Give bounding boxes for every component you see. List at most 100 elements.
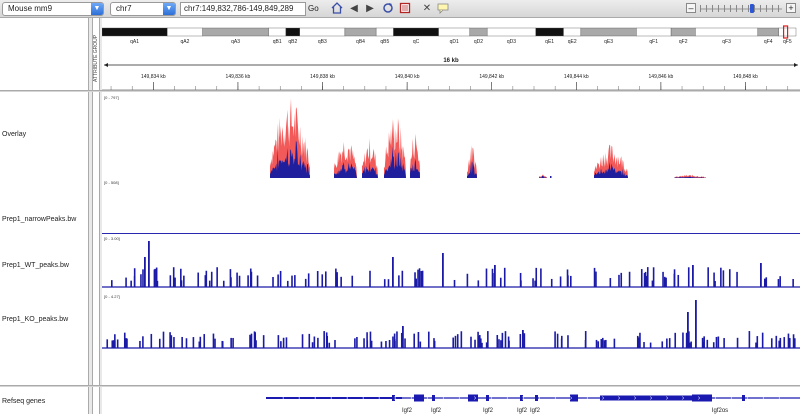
genome-dropdown[interactable]: Mouse mm9 ▼ bbox=[2, 2, 104, 16]
region-of-interest-icon[interactable] bbox=[398, 2, 412, 16]
ko-peaks-track-peak bbox=[638, 337, 640, 348]
ko-peaks-track-peak bbox=[661, 341, 664, 348]
refresh-icon[interactable] bbox=[381, 2, 395, 16]
ko-peaks-track-peak bbox=[556, 333, 559, 348]
wt-peaks-track-peak bbox=[779, 276, 781, 287]
wt-peaks-track-peak bbox=[644, 271, 647, 287]
wt-peaks-track-peak bbox=[595, 271, 597, 287]
zoom-slider-thumb[interactable] bbox=[750, 4, 754, 13]
locus-input[interactable]: chr7:149,832,786-149,849,289 bbox=[180, 2, 306, 16]
wt-peaks-track-peak bbox=[532, 278, 534, 287]
overlay-signal-blue bbox=[384, 146, 406, 178]
ko-peaks-track-peak bbox=[413, 333, 416, 348]
ko-peaks-track-peak bbox=[221, 340, 224, 348]
ko-peaks-track-peak bbox=[794, 338, 796, 348]
gene-strand-arrow bbox=[649, 396, 653, 400]
wt-peaks-track-peak bbox=[291, 275, 293, 287]
ko-peaks-track-peak bbox=[783, 337, 786, 348]
ko-peaks-track-peak bbox=[282, 337, 285, 348]
ko-peaks-track-peak bbox=[370, 340, 373, 348]
ko-peaks-track-peak bbox=[311, 342, 314, 348]
go-button[interactable]: Go bbox=[308, 4, 319, 13]
ko-peaks-track-peak bbox=[402, 326, 404, 348]
ko-peaks-track-peak bbox=[668, 338, 671, 348]
wt-peaks-track-peak bbox=[307, 273, 310, 287]
wt-peaks-track-peak bbox=[665, 277, 667, 287]
zoom-in-button[interactable]: + bbox=[786, 3, 796, 13]
ko-peaks-track-peak bbox=[460, 331, 463, 348]
data-panel: qA1 qA2 qA3 qB1 qB2 qB3 qB4 qB5 qC qD1 qD2 qD3 qE1 qE… bbox=[101, 18, 800, 414]
ko-peaks-track-peak bbox=[584, 331, 587, 348]
wt-peaks-track-peak bbox=[340, 276, 342, 287]
gene-strand-arrow bbox=[281, 396, 285, 400]
ideogram-band-label: qB4 bbox=[356, 39, 365, 45]
gene-strand-arrow bbox=[537, 396, 541, 400]
ko-peaks-track-peak bbox=[605, 339, 607, 348]
ko-peaks-track-peak bbox=[363, 338, 365, 348]
ko-peaks-track-peak bbox=[404, 338, 406, 348]
ko-peaks-track-peak bbox=[433, 340, 436, 348]
ideogram-band bbox=[757, 27, 779, 37]
ko-peaks-track-peak bbox=[770, 338, 773, 348]
gene-exon bbox=[535, 395, 538, 401]
ko-peaks-track-peak bbox=[192, 337, 195, 348]
ko-peaks-track-peak bbox=[703, 336, 705, 348]
chevron-down-icon: ▼ bbox=[91, 3, 103, 15]
wt-peaks-track-peak bbox=[692, 265, 694, 287]
chevron-down-icon: ▼ bbox=[163, 3, 175, 15]
back-arrow-icon[interactable]: ◀ bbox=[350, 3, 358, 14]
gene-exon bbox=[692, 394, 712, 402]
ideogram-band bbox=[268, 27, 287, 37]
ideogram-band bbox=[375, 27, 394, 37]
ideogram-band bbox=[563, 27, 582, 37]
chromosome-dropdown[interactable]: chr7 ▼ bbox=[110, 2, 176, 16]
track-name-wt-peaks[interactable]: Prep1_WT_peaks.bw bbox=[2, 262, 69, 269]
wt-peaks-track-peak bbox=[765, 277, 768, 287]
gene-exon bbox=[414, 394, 424, 402]
ko-peaks-track-peak bbox=[639, 332, 641, 348]
popup-text-icon[interactable] bbox=[436, 2, 450, 16]
home-icon[interactable] bbox=[330, 2, 344, 16]
wt-peaks-track-peak bbox=[401, 270, 404, 287]
ko-peaks-track-peak bbox=[280, 341, 282, 348]
wt-peaks-track-peak bbox=[238, 275, 241, 287]
wt-peaks-data-range: [0 - 3.00] bbox=[104, 236, 120, 241]
forward-arrow-icon[interactable]: ▶ bbox=[366, 3, 374, 14]
wt-peaks-track-peak bbox=[125, 277, 127, 287]
resize-icon[interactable]: ✕ bbox=[422, 3, 432, 14]
wt-peaks-track-peak bbox=[387, 279, 390, 287]
wt-peaks-track-peak bbox=[792, 279, 794, 287]
wt-peaks-track-peak bbox=[279, 270, 282, 287]
ko-peaks-track-peak bbox=[323, 331, 325, 348]
ko-peaks-track-peak bbox=[388, 339, 391, 348]
ko-peaks-track-peak bbox=[504, 331, 507, 348]
ko-peaks-track-peak bbox=[317, 337, 319, 348]
ruler-tick-label: 149,844 kb bbox=[564, 74, 589, 80]
track-name-ko-peaks[interactable]: Prep1_KO_peaks.bw bbox=[2, 316, 69, 323]
ko-peaks-track-peak bbox=[170, 335, 173, 348]
wt-peaks-track-peak bbox=[763, 278, 766, 287]
ideogram-band-label: qB5 bbox=[380, 39, 389, 45]
gene-exon bbox=[432, 395, 435, 401]
track-name-refseq[interactable]: Refseq genes bbox=[2, 398, 46, 405]
track-name-overlay[interactable]: Overlay bbox=[2, 131, 27, 138]
wt-peaks-track-peak bbox=[714, 280, 716, 287]
ideogram-band-label: qD1 bbox=[450, 39, 459, 45]
ko-peaks-track-peak bbox=[454, 335, 457, 348]
wt-peaks-track-peak bbox=[687, 267, 690, 287]
track-name-narrowpeaks[interactable]: Prep1_narrowPeaks.bw bbox=[2, 216, 77, 223]
zoom-slider[interactable] bbox=[700, 4, 782, 13]
ko-peaks-track-peak bbox=[199, 336, 202, 348]
ruler-right-arrow bbox=[794, 63, 798, 67]
gene-strand-arrow bbox=[361, 396, 365, 400]
genome-view[interactable]: qA1 qA2 qA3 qB1 qB2 qB3 qB4 qB5 qC qD1 qD2 qD3 qE1 qE… bbox=[101, 18, 800, 414]
wt-peaks-track-peak bbox=[534, 280, 536, 287]
refseq-gene-track: Igf2 Igf2 Igf2 Igf2 Igf2 Igf2os bbox=[266, 394, 800, 414]
ko-peaks-track-peak bbox=[214, 338, 216, 348]
gene-strand-arrow bbox=[425, 396, 429, 400]
ruler-tick-label: 149,842 kb bbox=[479, 74, 504, 80]
wt-peaks-track-peak bbox=[230, 277, 232, 287]
gene-strand-arrow bbox=[697, 396, 701, 400]
zoom-out-button[interactable]: – bbox=[686, 3, 696, 13]
gene-label: Igf2 bbox=[517, 408, 528, 414]
